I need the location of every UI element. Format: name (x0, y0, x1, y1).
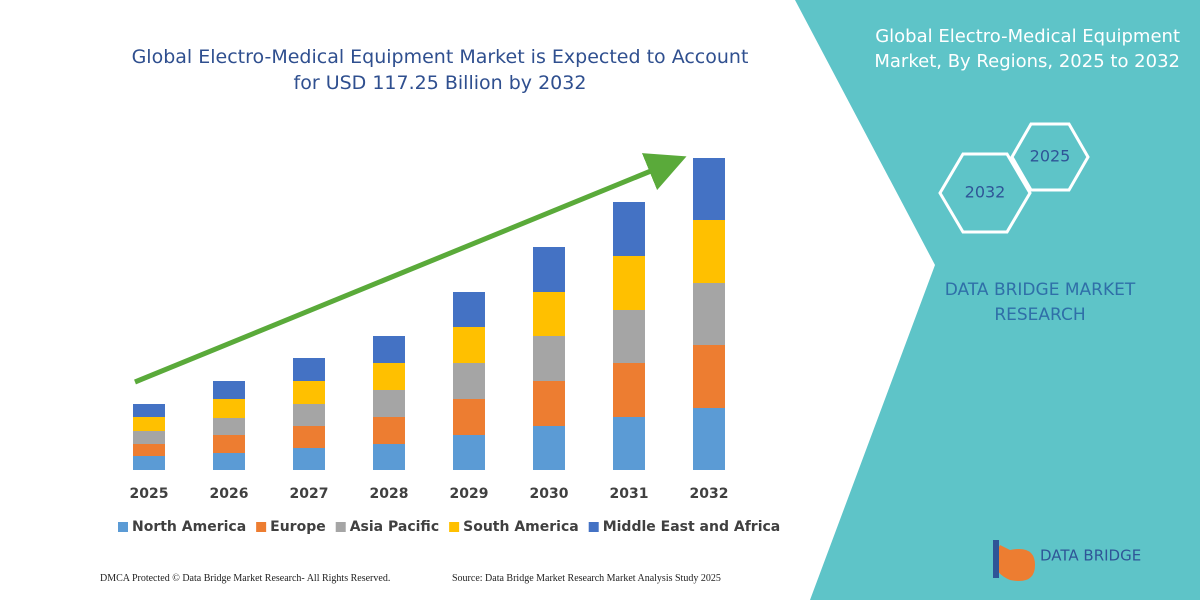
hexagon (1010, 122, 1090, 192)
x-tick-label: 2025 (130, 486, 169, 502)
legend-label: Asia Pacific (350, 519, 439, 535)
bar-segment (213, 399, 245, 418)
bar-segment (533, 336, 565, 381)
bar-segment (693, 158, 725, 220)
x-tick-label: 2026 (210, 486, 249, 502)
logo-text: DATA BRIDGE (1040, 547, 1141, 565)
bar-segment (613, 256, 645, 310)
bar-segment (213, 453, 245, 470)
legend-label: Middle East and Africa (603, 519, 781, 535)
bar-segment (373, 363, 405, 390)
bar-segment (453, 292, 485, 327)
legend-swatch (588, 522, 599, 532)
bar-segment (373, 417, 405, 444)
bar-segment (693, 408, 725, 470)
bar-segment (453, 327, 485, 363)
footer-right: Source: Data Bridge Market Research Mark… (452, 573, 721, 584)
x-tick-label: 2028 (370, 486, 409, 502)
legend-swatch (256, 522, 267, 532)
bar-segment (613, 202, 645, 256)
bar-segment (293, 426, 325, 448)
footer-left: DMCA Protected © Data Bridge Market Rese… (100, 573, 391, 584)
bar-segment (693, 283, 725, 345)
bar-segment (453, 435, 485, 470)
bar-segment (373, 444, 405, 470)
bar-segment (693, 220, 725, 283)
bar-segment (613, 363, 645, 417)
x-tick-label: 2031 (610, 486, 649, 502)
hexagon (938, 152, 1032, 234)
bar-segment (373, 390, 405, 417)
x-tick-label: 2032 (690, 486, 729, 502)
bar-segment (453, 363, 485, 399)
bar-segment (533, 247, 565, 292)
legend-label: North America (132, 519, 246, 535)
bar-segment (293, 358, 325, 381)
hexagon-label: 2032 (965, 183, 1006, 202)
bar-segment (293, 448, 325, 470)
bar-segment (533, 426, 565, 470)
bar-segment (533, 292, 565, 336)
chart-title: Global Electro-Medical Equipment Market … (131, 46, 749, 94)
bar-segment (533, 381, 565, 426)
bar-segment (693, 345, 725, 408)
bar-segment (133, 431, 165, 444)
x-tick-label: 2029 (450, 486, 489, 502)
bar-segment (373, 336, 405, 363)
bar-segment (613, 417, 645, 470)
panel-brand: DATA BRIDGE MARKET RESEARCH (944, 280, 1136, 325)
bar-segment (213, 418, 245, 435)
hexagon-label: 2025 (1030, 147, 1071, 166)
bar-segment (133, 404, 165, 417)
bar-segment (453, 399, 485, 435)
bar-segment (133, 417, 165, 431)
logo-icon (994, 545, 1035, 581)
bar-segment (133, 456, 165, 470)
bar-segment (293, 404, 325, 426)
x-tick-label: 2030 (530, 486, 569, 502)
bar-segment (613, 310, 645, 363)
legend-swatch (335, 522, 346, 532)
legend-swatch (118, 522, 128, 532)
legend-label: South America (463, 519, 579, 535)
trend-arrow (134, 153, 687, 385)
bar-segment (293, 381, 325, 404)
bar-segment (133, 444, 165, 456)
panel-title: Global Electro-Medical Equipment Market,… (874, 26, 1180, 72)
side-panel (795, 0, 1200, 600)
x-tick-label: 2027 (290, 486, 329, 502)
legend-swatch (449, 522, 460, 532)
legend-label: Europe (270, 519, 326, 535)
bar-segment (213, 435, 245, 453)
bar-segment (213, 381, 245, 399)
